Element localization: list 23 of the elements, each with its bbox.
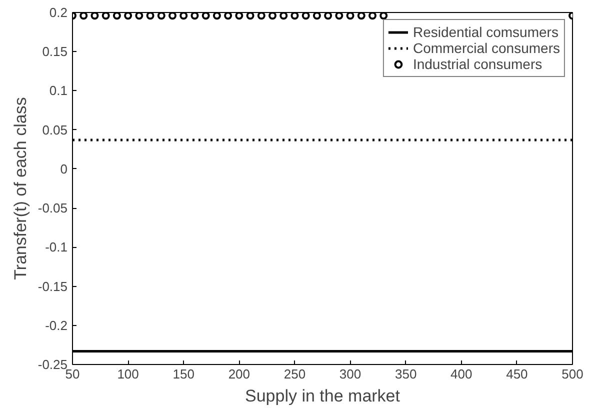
y-tick-label: 0 — [60, 161, 68, 176]
y-tick-label: 0.15 — [42, 44, 68, 60]
legend-label: Residential comsumers — [412, 24, 558, 40]
y-tick-label: -0.1 — [45, 240, 68, 255]
legend-label: Industrial consumers — [412, 56, 542, 72]
legend-label: Commercial consumers — [412, 40, 560, 56]
x-tick-label: 100 — [117, 366, 139, 382]
x-tick-label: 400 — [450, 366, 472, 382]
y-tick-label: -0.2 — [45, 318, 68, 333]
x-axis-title: Supply in the market — [245, 386, 400, 406]
x-tick-label: 250 — [284, 366, 306, 382]
y-tick-label: -0.15 — [38, 278, 68, 294]
y-tick-label: 0.1 — [49, 83, 68, 98]
x-tick-label: 500 — [562, 366, 584, 382]
x-tick-label: 300 — [339, 366, 362, 382]
x-tick-label: 150 — [172, 366, 194, 382]
x-tick-label: 450 — [506, 366, 528, 382]
y-axis-title: Transfer(t) of each class — [10, 97, 30, 280]
x-tick-label: 200 — [228, 366, 250, 382]
x-tick-label: 350 — [394, 366, 417, 382]
y-tick-label: -0.05 — [38, 200, 68, 216]
y-tick-label: 0.05 — [42, 122, 68, 138]
y-tick-label: 0.2 — [49, 5, 68, 20]
